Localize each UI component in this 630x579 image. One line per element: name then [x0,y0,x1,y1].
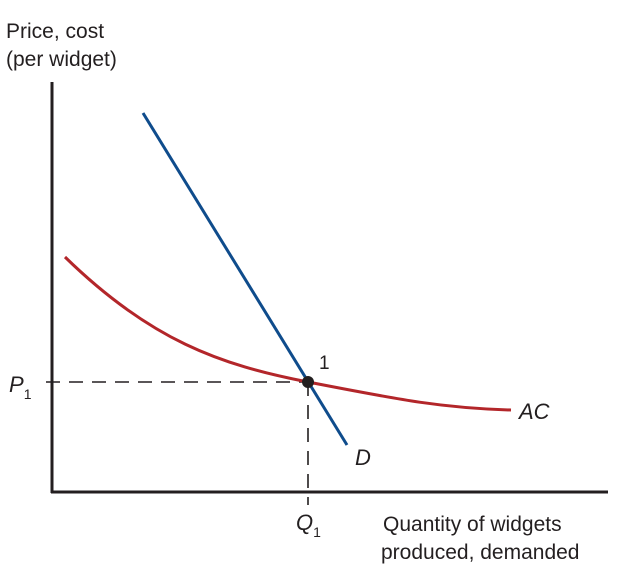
demand-curve [141,112,349,446]
x-axis-title-line1: Quantity of widgets [383,513,562,536]
quantity-subscript: 1 [313,524,321,540]
svg-text:Q1: Q1 [296,510,321,540]
equilibrium-point [302,376,314,388]
y-axis-title-line1: Price, cost [6,20,104,43]
quantity-letter: Q [296,510,313,535]
price-p1-label: P1 [9,372,32,402]
x-axis-title-line2: produced, demanded [381,541,580,564]
demand-curve-label: D [355,445,371,470]
average-cost-curve [63,255,512,412]
price-subscript: 1 [24,386,32,402]
quantity-q1-label: Q1 [296,510,321,540]
average-cost-curve-label: AC [517,399,550,424]
y-axis-title-line2: (per widget) [6,48,117,71]
price-letter: P [9,372,24,397]
svg-text:P1: P1 [9,372,32,402]
equilibrium-label: 1 [319,353,330,374]
